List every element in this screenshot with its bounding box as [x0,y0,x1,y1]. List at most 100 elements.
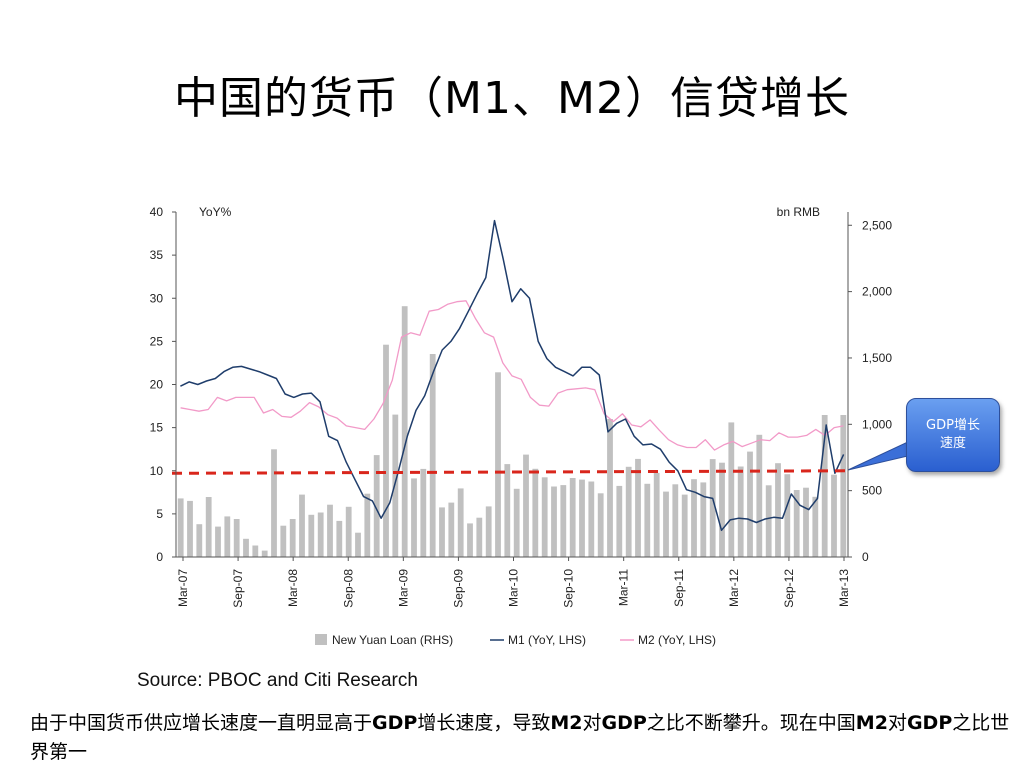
left-axis-tick-label: 25 [150,334,164,348]
x-axis-tick-label: Mar-08 [286,569,300,607]
loan-bar [345,506,352,557]
right-axis-tick-label: 2,500 [862,218,892,232]
right-axis-tick-label: 500 [862,484,882,498]
commentary-segment: 由于中国货币供应增长速度一直明显高于 [30,712,373,734]
right-axis-label: bn RMB [777,205,820,219]
loan-bar [700,482,707,557]
left-axis-tick-label: 0 [156,550,163,564]
loan-bar [625,466,632,557]
commentary-segment: 之比不断攀升。现在中国 [646,712,856,734]
loan-bar [532,468,539,557]
loan-bar [523,454,529,557]
x-axis-tick-label: Mar-07 [176,569,190,607]
right-axis-tick-label: 0 [862,550,869,564]
gdp-callout-label: GDP增长速度 [926,418,980,451]
loan-bar [336,520,343,557]
gdp-callout-pointer [847,439,913,471]
legend-swatch-loan [315,634,327,645]
left-axis-tick-label: 40 [150,205,164,219]
loan-bar [635,458,641,557]
loan-bar [569,478,576,557]
left-axis-tick-label: 35 [150,248,164,262]
loan-bar [728,422,735,557]
loan-bar [317,512,324,557]
loan-bar [224,516,231,557]
loan-bar [215,526,221,557]
x-axis-tick-label: Mar-13 [837,569,851,607]
commentary-segment: 对 [582,712,602,734]
loan-bar [355,532,361,557]
loan-bar [495,372,501,557]
loan-bar [457,488,464,557]
commentary-segment: 对 [887,712,907,734]
loan-bar [579,479,585,557]
loan-bar [243,538,249,557]
left-axis-tick-label: 5 [156,507,163,521]
slide-title: 中国的货币（M1、M2）信贷增长 [174,73,850,124]
left-axis-tick-label: 30 [150,291,164,305]
loan-bar [756,434,763,557]
loan-bar [793,490,800,557]
loan-bar [252,545,259,557]
commentary-segment: M2 [550,712,583,734]
right-axis-tick-label: 1,500 [862,351,892,365]
commentary-segment: GDP [906,712,953,734]
x-axis-tick-label: Mar-11 [617,569,631,606]
gdp-dashed-line [171,469,849,475]
loan-bar [513,488,520,557]
loan-bar [803,487,809,557]
loan-bar [177,498,184,557]
loan-bar [392,414,399,557]
m1-line [180,219,845,532]
loan-bar [205,497,212,557]
loan-bar [644,483,651,557]
loan-bar [299,494,305,557]
loan-bar [429,354,436,557]
x-axis-tick-label: Mar-09 [396,569,410,607]
loan-bar [821,415,828,557]
loan-bar [719,462,725,557]
loan-bar [373,455,380,557]
loan-bar [420,468,427,557]
commentary-text: 由于中国货币供应增长速度一直明显高于GDP增长速度，导致M2对GDP之比不断攀升… [30,709,1020,767]
x-axis-tick-label: Sep-07 [231,569,245,608]
x-axis-tick-label: Sep-11 [672,569,686,607]
loan-bar [448,502,455,557]
loan-bar [261,550,268,557]
loan-bar [364,493,371,557]
left-axis-tick-label: 15 [150,421,164,435]
commentary-segment: 增长速度，导致 [417,712,551,734]
loan-bar [196,524,203,557]
loan-bar [280,525,287,557]
loan-bar [541,477,548,557]
commentary-segment: GDP [372,712,418,734]
x-axis-tick-label: Sep-12 [782,569,796,608]
loan-bar [187,500,193,557]
legend-label-m1: M1 (YoY, LHS) [508,633,586,647]
loan-bar [439,507,445,557]
loan-bar [383,344,389,557]
loan-bar [504,464,511,557]
x-axis-tick-label: Sep-10 [562,569,576,608]
x-axis-tick-label: Sep-08 [341,569,355,608]
loan-bar [551,486,557,557]
left-axis-tick-label: 20 [150,378,164,392]
right-axis-tick-label: 1,000 [862,417,892,431]
loan-bar [681,494,688,557]
loan-bar [737,466,744,557]
loan-bar [831,474,837,557]
loan-bar [765,485,772,557]
loan-bar [812,496,819,557]
loan-bar [588,481,595,557]
loan-bar [607,419,613,557]
loan-bar [233,519,240,557]
loan-bar [327,504,333,557]
m2-line [180,300,844,451]
x-axis-tick-label: Mar-12 [727,569,741,607]
loan-bar [560,485,567,557]
right-axis-tick-label: 2,000 [862,285,892,299]
loan-bar [616,485,623,557]
loan-bar [271,449,277,557]
legend-label-loan: New Yuan Loan (RHS) [332,633,453,647]
